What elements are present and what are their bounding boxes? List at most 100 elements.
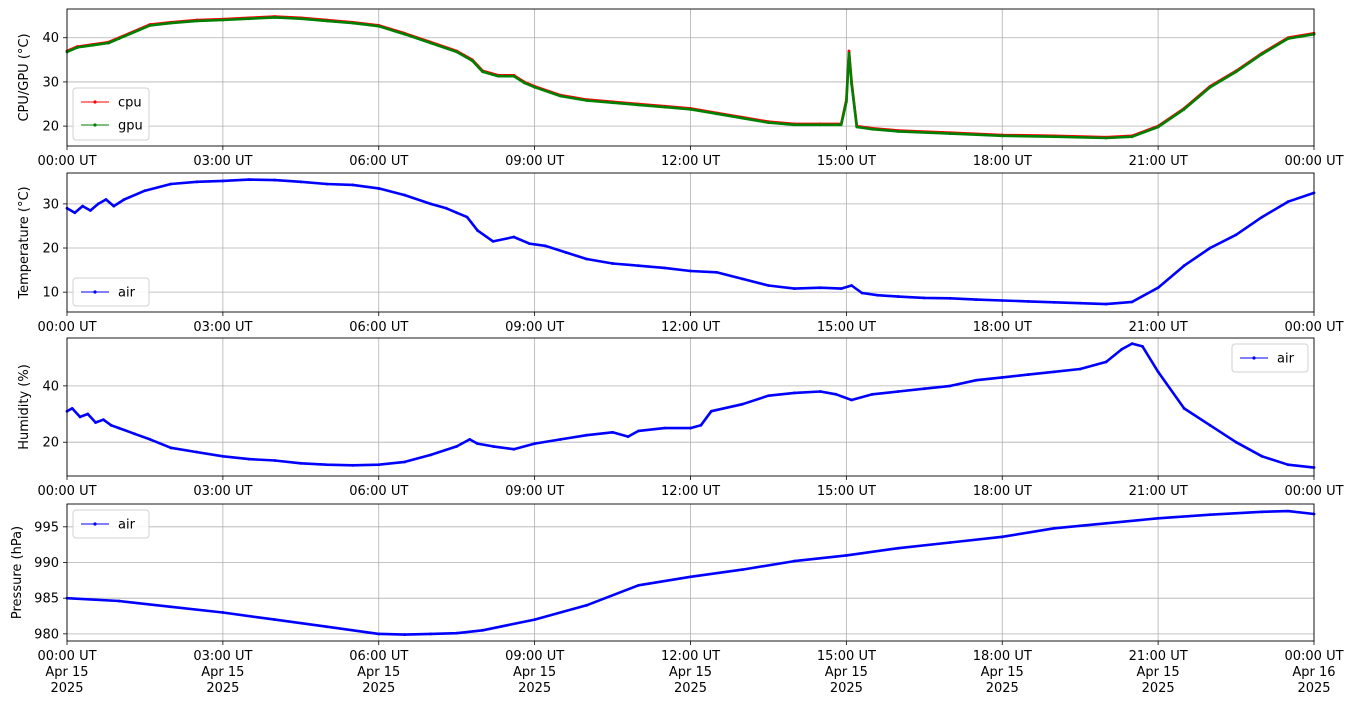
data-point-air [948,296,952,300]
x-tick-label: 21:00 UT [1129,649,1188,664]
data-point-air [948,384,952,388]
data-point-air [476,228,479,232]
x-tick-label: 12:00 UT [661,649,720,664]
data-point-air [455,445,459,448]
data-point-gpu [741,116,744,120]
data-point-air [818,390,822,393]
y-tick-label: 40 [42,31,59,46]
x-tick-label: 09:00 UT [505,484,564,499]
x-tick-label: 12:00 UT [661,154,720,169]
data-point-air [1260,454,1264,458]
data-point-air [468,437,472,441]
data-point-gpu [325,19,329,23]
legend-marker-air [1252,356,1256,360]
data-point-air [1104,302,1108,306]
data-point-air [429,202,433,206]
series-line-air [66,178,1315,306]
x-tick-label: Apr 15 [669,665,712,680]
x-tick-label: 15:00 UT [817,484,876,499]
data-point-air [247,457,251,461]
legend: air [72,277,150,307]
x-tick-label: 2025 [50,681,83,696]
data-point-air [455,211,459,215]
data-point-gpu [138,28,142,32]
data-point-air [767,394,770,398]
legend-box [72,87,150,141]
y-tick-label: 980 [34,627,59,642]
data-point-air [850,398,853,402]
data-point-gpu [169,21,173,25]
legend-label-air: air [118,518,136,533]
legend-marker-cpu [93,100,97,104]
data-point-air [273,618,277,621]
data-point-gpu [855,125,859,129]
data-point-gpu [1104,136,1108,140]
x-tick-label: 21:00 UT [1129,484,1188,499]
data-point-air [148,437,152,441]
data-point-gpu [403,32,407,36]
data-point-air [94,421,97,424]
x-tick-label: 03:00 UT [193,154,252,169]
data-point-air [512,235,516,239]
data-point-gpu [91,43,95,47]
data-point-air [585,603,588,607]
data-point-air [169,446,173,450]
data-point-air [169,605,173,609]
data-point-air [221,179,225,183]
data-point-air [948,541,952,544]
y-tick-label: 995 [34,520,59,535]
y-tick-label: 30 [42,75,59,90]
x-tick-label: 09:00 UT [505,649,564,664]
legend-label-cpu: cpu [118,96,142,111]
data-point-air [403,460,407,464]
data-point-air [699,423,703,427]
data-point-air [117,426,121,430]
data-point-air [741,568,744,572]
x-tick-label: 21:00 UT [1129,320,1188,335]
data-point-air [377,187,381,190]
x-tick-label: Apr 16 [1292,665,1335,680]
data-point-gpu [1208,85,1212,89]
legend-box [1231,343,1309,373]
data-point-air [1208,423,1212,427]
data-point-air [767,284,770,287]
data-point-air [1000,376,1004,379]
series-line-air [66,509,1315,636]
y-tick-label: 20 [42,436,59,451]
x-tick-label: 09:00 UT [505,154,564,169]
data-point-gpu [377,24,381,28]
humidity-panel: 00:00 UT 03:00 UT 06:00 UT 09:00 UT 12:00 UT… [17,337,1344,499]
legend-label-air: air [118,286,136,301]
data-point-air [741,402,744,406]
x-tick-label: 18:00 UT [973,154,1032,169]
data-point-gpu [455,50,459,54]
data-point-gpu [470,59,474,63]
data-point-air [585,257,588,261]
data-point-gpu [117,37,121,41]
x-tick-label: 2025 [1142,681,1175,696]
data-point-air [491,445,495,448]
data-point-air [637,429,640,433]
data-point-air [1000,535,1004,539]
data-point-gpu [75,46,79,49]
data-point-air [512,447,516,451]
data-point-air [663,426,666,430]
y-tick-label: 20 [42,242,59,257]
data-point-gpu [715,112,718,116]
data-point-gpu [844,100,848,104]
data-point-gpu [1000,134,1004,138]
x-tick-label: 12:00 UT [661,484,720,499]
x-tick-label: 00:00 UT [37,649,96,664]
data-point-air [351,463,355,467]
series-line-air [66,342,1315,469]
x-tick-label: 15:00 UT [817,649,876,664]
y-tick-label: 990 [34,556,59,571]
legend-label-air: air [1277,352,1295,367]
y-tick-label: 40 [42,379,59,394]
axes-frame [66,503,1315,642]
x-tick-label: 03:00 UT [193,320,252,335]
data-point-air [818,286,822,290]
data-point-air [273,178,277,182]
data-point-air [709,409,713,413]
